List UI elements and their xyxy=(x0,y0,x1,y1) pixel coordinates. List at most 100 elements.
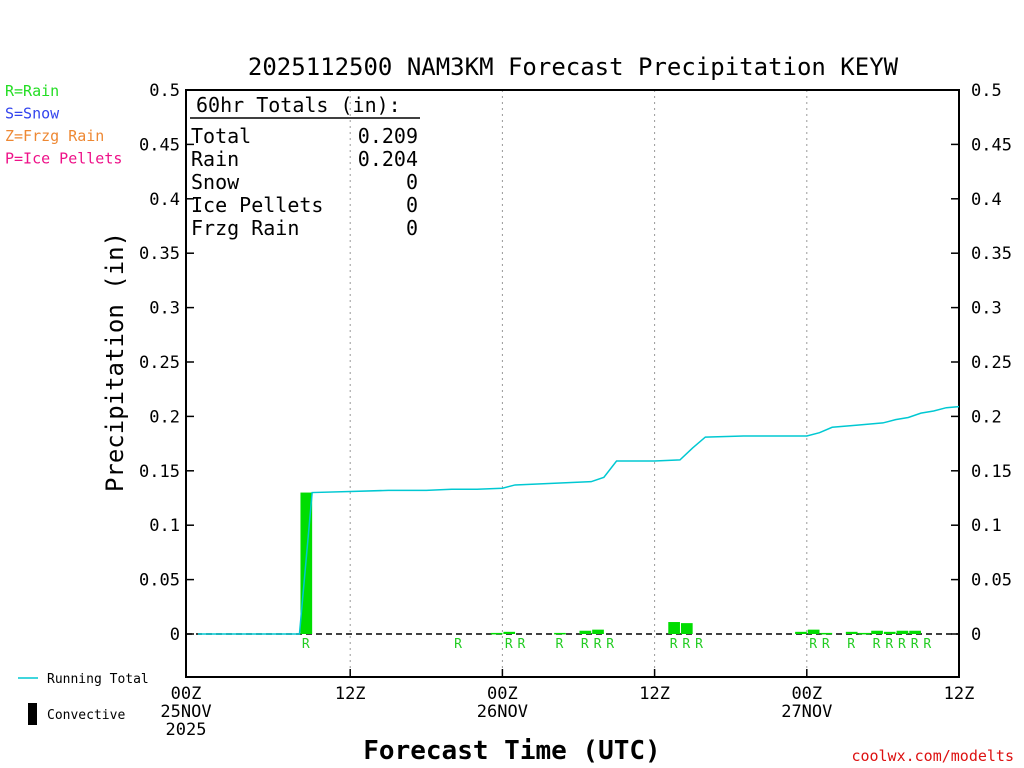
x-tick-label: 00Z xyxy=(171,684,202,704)
y-tick-label-left: 0.45 xyxy=(139,135,180,155)
ptype-marker: R xyxy=(581,637,589,652)
y-tick-label-left: 0.5 xyxy=(149,81,180,101)
x-tick-label: 00Z xyxy=(487,684,518,704)
rain-bar xyxy=(883,631,896,634)
ptype-marker: R xyxy=(594,637,602,652)
credit-text: coolwx.com/modelts xyxy=(851,747,1014,765)
rain-bar xyxy=(579,630,592,634)
rain-bar xyxy=(871,630,883,634)
ptype-marker: R xyxy=(670,637,678,652)
y-tick-label-left: 0 xyxy=(170,625,180,645)
y-tick-label-left: 0.05 xyxy=(139,571,180,591)
y-axis-label: Precipitation (in) xyxy=(101,232,129,492)
rain-bar xyxy=(490,632,503,635)
rain-bar xyxy=(909,630,921,634)
plot-frame xyxy=(185,89,960,678)
totals-heading: 60hr Totals (in): xyxy=(196,93,401,117)
ptype-legend: R=Rain S=Snow Z=Frzg Rain P=Ice Pellets xyxy=(5,82,122,168)
ptype-marker: R xyxy=(885,637,893,652)
y-tick-label-right: 0.1 xyxy=(971,516,1002,536)
ptype-marker: R xyxy=(873,637,881,652)
x-tick-label: 12Z xyxy=(335,684,366,704)
ptype-marker: R xyxy=(923,637,931,652)
ptype-marker: R xyxy=(822,637,830,652)
y-tick-label-left: 0.35 xyxy=(139,244,180,264)
ptype-marker: R xyxy=(556,637,564,652)
totals-box: 60hr Totals (in): Total 0.209 Rain 0.204 Sno… xyxy=(190,93,420,240)
series-legend: Running Total Convective xyxy=(18,672,149,725)
rain-bar xyxy=(845,631,858,634)
y-tick-label-left: 0.3 xyxy=(149,299,180,319)
y-tick-label-right: 0.3 xyxy=(971,299,1002,319)
y-tick-label-left: 0.15 xyxy=(139,462,180,482)
totals-rows: Total 0.209 Rain 0.204 Snow 0 Ice Pellets 0 Frzg… xyxy=(191,124,418,240)
x-tick-label: 12Z xyxy=(639,684,670,704)
y-tick-label-left: 0.2 xyxy=(149,407,180,427)
ptype-legend-item: Z=Frzg Rain xyxy=(5,127,104,145)
ptype-legend-item: R=Rain xyxy=(5,82,59,100)
ptype-marker: R xyxy=(847,637,855,652)
totals-row-label: Rain xyxy=(191,147,239,171)
x-tick-label: 25NOV xyxy=(160,702,211,722)
ptype-marker: R xyxy=(682,637,690,652)
rain-bar xyxy=(554,632,566,635)
totals-row-label: Frzg Rain xyxy=(191,216,299,240)
rain-bar xyxy=(858,632,871,635)
ptype-marker: R xyxy=(695,637,703,652)
rain-bar xyxy=(668,622,680,634)
rain-bar xyxy=(680,623,693,634)
totals-row-value: 0 xyxy=(406,193,418,217)
chart-title: 2025112500 NAM3KM Forecast Precipitation… xyxy=(248,53,899,81)
ptype-marker: R xyxy=(606,637,614,652)
running-total-line xyxy=(198,405,960,635)
ptype-marker: R xyxy=(454,637,462,652)
ptype-legend-item: S=Snow xyxy=(5,105,60,123)
series-legend-label: Convective xyxy=(47,708,125,723)
y-tick-label-right: 0.5 xyxy=(971,81,1002,101)
convective-legend-swatch xyxy=(28,703,37,725)
y-tick-label-right: 0.25 xyxy=(971,353,1012,373)
y-tick-label-right: 0.45 xyxy=(971,135,1012,155)
ptype-marker: R xyxy=(302,637,310,652)
x-tick-label: 26NOV xyxy=(477,702,528,722)
y-tick-label-right: 0.2 xyxy=(971,407,1002,427)
rain-bar xyxy=(807,629,820,634)
y-tick-label-left: 0.25 xyxy=(139,353,180,373)
y-axis-ticks: 0 00.05 0.050.1 0.10.15 0.150.2 0.20.25 0.250.… xyxy=(139,81,1012,645)
ptype-marker: R xyxy=(809,637,817,652)
y-tick-label-left: 0.4 xyxy=(149,190,180,210)
ptype-marker: R xyxy=(911,637,919,652)
totals-row-label: Ice Pellets xyxy=(191,193,323,217)
y-tick-label-left: 0.1 xyxy=(149,516,180,536)
ptype-marker: R xyxy=(518,637,526,652)
ptype-legend-item: P=Ice Pellets xyxy=(5,150,122,168)
rain-bar xyxy=(503,631,516,634)
gridlines xyxy=(349,90,808,677)
x-tick-label: 27NOV xyxy=(781,702,832,722)
y-tick-label-right: 0.05 xyxy=(971,571,1012,591)
totals-row-label: Snow xyxy=(191,170,240,194)
totals-row-value: 0 xyxy=(406,170,418,194)
rain-bar xyxy=(592,629,604,634)
ptype-marker: R xyxy=(505,637,513,652)
series-legend-label: Running Total xyxy=(47,672,149,687)
y-tick-label-right: 0.4 xyxy=(971,190,1002,210)
y-tick-label-right: 0.35 xyxy=(971,244,1012,264)
x-tick-label: 2025 xyxy=(166,720,207,740)
totals-row-value: 0 xyxy=(406,216,418,240)
rain-bar xyxy=(896,630,909,634)
x-tick-label: 00Z xyxy=(791,684,822,704)
totals-row-value: 0.204 xyxy=(358,147,418,171)
totals-row-label: Total xyxy=(191,124,251,148)
y-tick-label-right: 0 xyxy=(971,625,981,645)
x-axis-label: Forecast Time (UTC) xyxy=(363,736,660,766)
ptype-marker: R xyxy=(898,637,906,652)
running-total-series xyxy=(198,405,960,635)
totals-row-value: 0.209 xyxy=(358,124,418,148)
rain-bar xyxy=(795,631,807,634)
rain-bar xyxy=(820,632,833,635)
x-tick-label: 12Z xyxy=(944,684,975,704)
